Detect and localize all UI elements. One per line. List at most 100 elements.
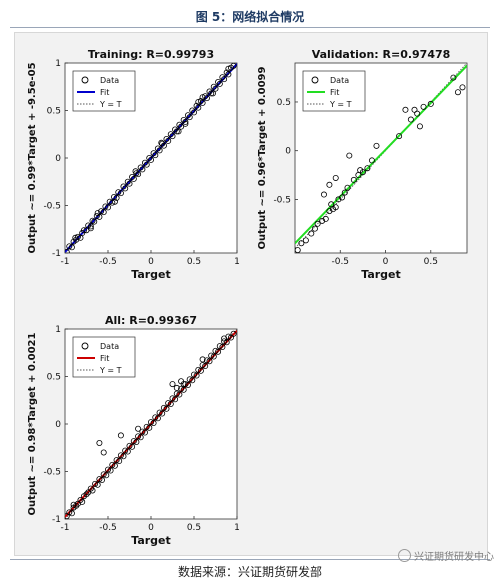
- data-point: [98, 477, 105, 484]
- data-point: [314, 220, 321, 227]
- data-point: [143, 161, 150, 168]
- data-point: [146, 155, 153, 162]
- data-point: [96, 476, 103, 483]
- data-point: [83, 491, 90, 498]
- data-point: [459, 84, 466, 91]
- y-tick-label: 0: [285, 147, 291, 157]
- data-point: [199, 99, 206, 106]
- source-note: 数据来源：兴证期货研发部: [177, 565, 322, 579]
- data-point: [100, 209, 107, 216]
- data-point: [126, 180, 133, 187]
- data-point: [186, 376, 193, 383]
- data-point: [176, 391, 183, 398]
- data-point: [212, 347, 219, 354]
- data-point: [87, 225, 94, 232]
- data-point: [210, 353, 217, 360]
- x-tick-label: 1: [234, 257, 240, 267]
- data-point: [111, 198, 118, 205]
- y-axis-label: Output ~= 0.98*Target + 0.0021: [27, 332, 38, 515]
- data-point: [230, 63, 237, 69]
- data-point: [216, 343, 223, 350]
- data-point: [180, 381, 187, 388]
- data-point: [414, 110, 421, 117]
- y-axis-label: Output ~= 0.96*Target + 0.0099: [257, 66, 268, 249]
- data-point: [137, 164, 144, 171]
- y-tick-label: 0.5: [277, 98, 291, 108]
- data-point: [73, 502, 80, 509]
- plot-content: [65, 63, 237, 253]
- data-point: [195, 104, 202, 111]
- data-point: [94, 210, 101, 217]
- data-point: [215, 79, 222, 86]
- y-tick-label: -1: [52, 515, 61, 525]
- legend-marker-data: [311, 76, 319, 84]
- data-point: [80, 227, 87, 234]
- data-point: [326, 181, 333, 188]
- data-point: [221, 338, 228, 345]
- data-point: [70, 501, 77, 508]
- data-point: [407, 116, 414, 123]
- x-tick-label: -1: [61, 523, 70, 533]
- data-point: [295, 247, 301, 253]
- data-point: [328, 201, 335, 208]
- data-point: [208, 90, 215, 97]
- data-point: [132, 168, 139, 175]
- data-point: [165, 400, 172, 407]
- data-point: [135, 425, 142, 432]
- y-tick-label: 0: [55, 420, 61, 430]
- data-point: [68, 244, 75, 251]
- x-tick-label: 1: [234, 523, 240, 533]
- data-point: [396, 133, 403, 140]
- data-point: [202, 93, 209, 100]
- data-point: [105, 466, 112, 473]
- data-point: [411, 106, 418, 113]
- data-point: [167, 131, 174, 138]
- data-point: [335, 196, 342, 203]
- figure-caption: 图 5：网络拟合情况: [195, 10, 305, 24]
- data-point: [454, 89, 461, 96]
- data-point: [102, 203, 109, 210]
- data-point: [152, 152, 159, 159]
- data-point: [326, 208, 333, 215]
- legend-label: Fit: [100, 354, 109, 363]
- legend-marker-data: [81, 76, 89, 84]
- data-point: [184, 112, 191, 119]
- y-tick-label: -0.5: [43, 202, 61, 212]
- data-point: [230, 330, 237, 337]
- data-point: [178, 123, 185, 130]
- data-point: [339, 194, 346, 201]
- data-point: [173, 390, 180, 397]
- data-point: [368, 157, 375, 164]
- x-axis-label: Target: [361, 268, 401, 281]
- data-point: [100, 449, 107, 456]
- data-point: [373, 142, 380, 149]
- plots-canvas: Training: R=0.99793 Target Output ~= 0.99*…: [27, 48, 468, 547]
- data-point: [223, 69, 230, 76]
- data-point: [344, 184, 351, 191]
- data-point: [195, 98, 202, 105]
- data-point: [178, 385, 185, 392]
- data-point: [109, 199, 116, 206]
- data-point: [180, 386, 187, 393]
- data-point: [141, 159, 148, 166]
- x-axis-label: Target: [131, 268, 171, 281]
- data-point: [193, 102, 200, 109]
- data-point: [65, 249, 70, 253]
- legend-label: Fit: [330, 88, 339, 97]
- data-point: [193, 372, 200, 379]
- data-point: [202, 363, 209, 370]
- data-point: [68, 510, 75, 517]
- data-point: [346, 152, 353, 159]
- data-point: [117, 452, 124, 459]
- source-rule: [10, 559, 490, 560]
- data-point: [206, 88, 213, 95]
- data-point: [322, 215, 329, 222]
- data-point: [319, 217, 326, 224]
- data-point: [197, 98, 204, 105]
- data-point: [350, 176, 357, 183]
- watermark-text: 兴证期货研发中心: [414, 552, 494, 563]
- data-point: [208, 352, 215, 359]
- data-point: [156, 147, 163, 154]
- data-point: [96, 213, 103, 220]
- data-point: [120, 183, 127, 190]
